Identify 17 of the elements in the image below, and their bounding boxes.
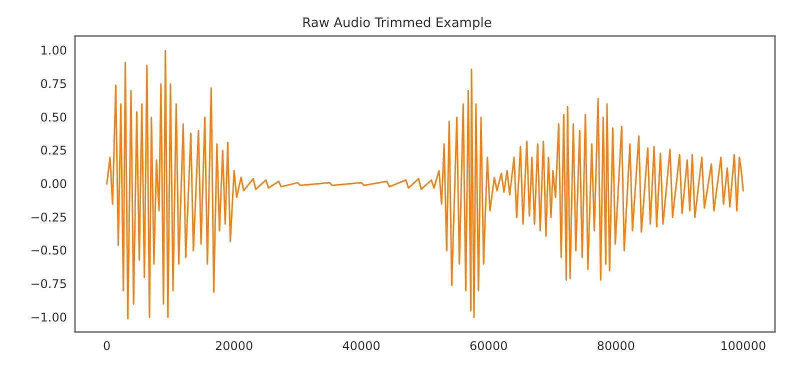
x-tick-label: 60000 (470, 339, 508, 353)
y-tick-label: 0.50 (40, 110, 67, 124)
y-tick-label: 0.00 (40, 177, 67, 191)
y-tick-label: 0.25 (40, 144, 67, 158)
x-tick-label: 40000 (342, 339, 380, 353)
x-tick-label: 20000 (214, 339, 254, 353)
y-tick-label: 0.75 (40, 77, 67, 91)
y-tick-label: −0.25 (30, 210, 67, 224)
y-tick-label: 1.00 (40, 44, 67, 58)
x-tick-label: 80000 (596, 339, 636, 353)
x-tick-label: 100000 (720, 339, 766, 353)
chart-title: Raw Audio Trimmed Example (302, 16, 492, 31)
line-series (106, 50, 744, 320)
y-tick-label: −0.50 (30, 244, 67, 258)
y-tick-label: −1.00 (30, 310, 67, 324)
x-tick-label: 0 (103, 339, 111, 353)
y-tick-label: −0.75 (30, 277, 67, 291)
